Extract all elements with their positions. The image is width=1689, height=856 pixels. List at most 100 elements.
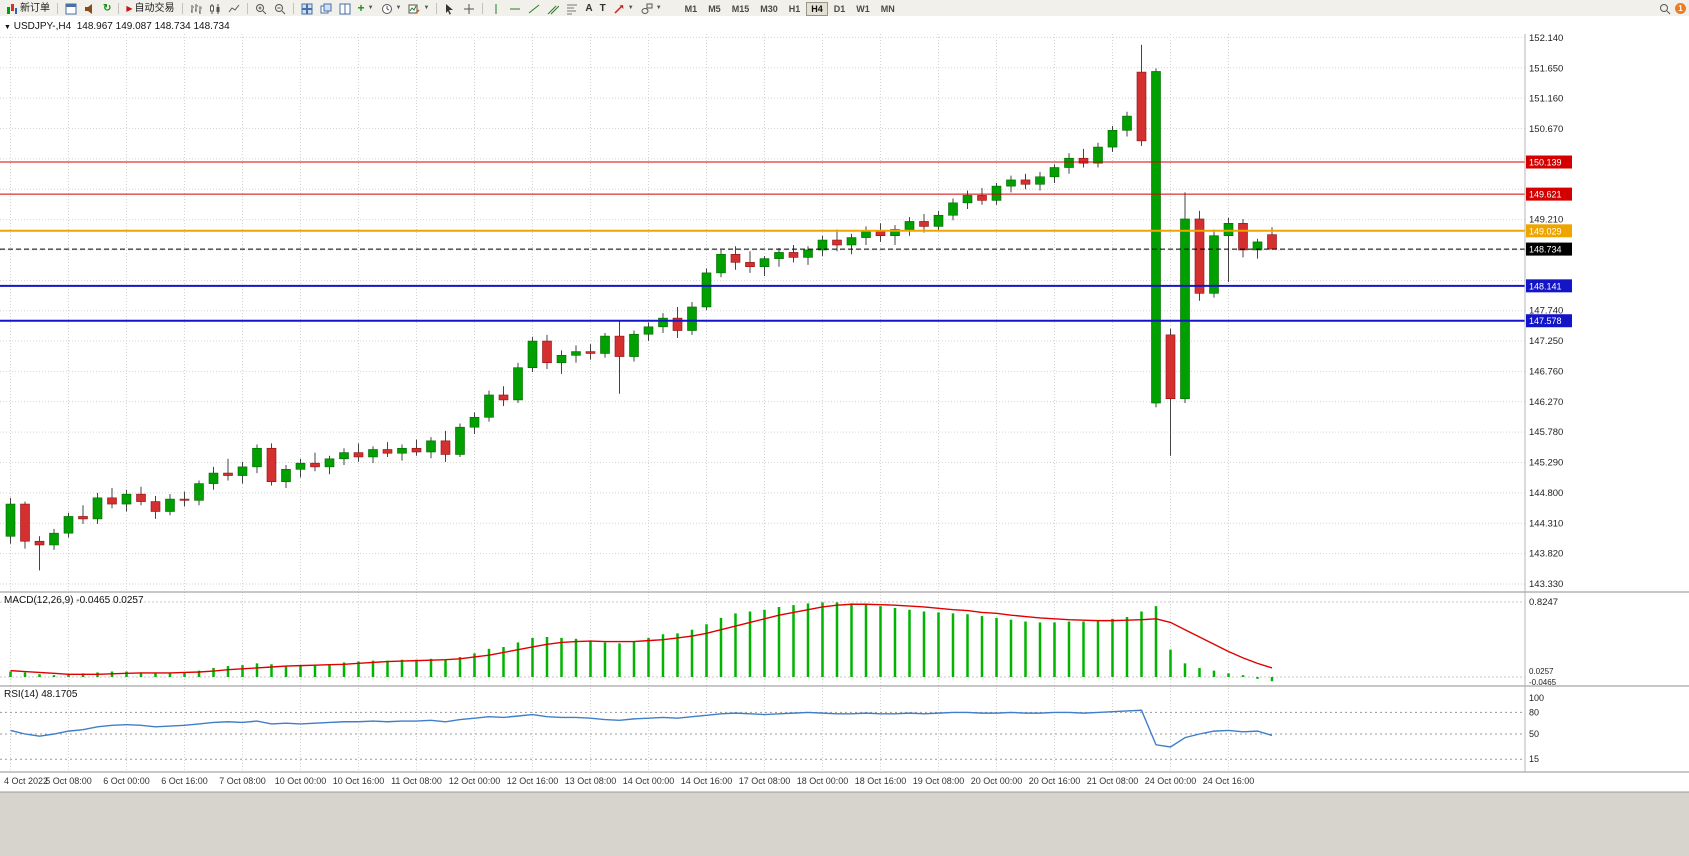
market-watch-icon	[65, 3, 77, 14]
zoom-in-icon	[255, 3, 266, 14]
search-icon	[1660, 3, 1671, 14]
timeframe-mn-button[interactable]: MN	[880, 3, 895, 14]
svg-text:100: 100	[1529, 693, 1544, 703]
horizontal-line-tool[interactable]	[506, 1, 524, 16]
chart-bars-button[interactable]	[187, 1, 205, 16]
svg-text:20 Oct 16:00: 20 Oct 16:00	[1029, 776, 1081, 786]
svg-text:147.250: 147.250	[1529, 336, 1563, 347]
rsi-indicator-label: RSI(14) 48.1705	[4, 689, 78, 700]
svg-text:149.210: 149.210	[1529, 215, 1563, 226]
svg-text:20 Oct 00:00: 20 Oct 00:00	[971, 776, 1023, 786]
label-tool[interactable]: T	[597, 1, 609, 16]
tile-windows-icon	[301, 3, 313, 14]
channel-icon	[548, 5, 560, 14]
toolbar-separator	[436, 3, 438, 14]
arrange-windows-button[interactable]	[336, 1, 354, 16]
fibonacci-icon	[567, 4, 578, 14]
auto-trading-button[interactable]: ▶ 自动交易	[123, 1, 177, 16]
add-indicator-button[interactable]: + ▼	[355, 1, 377, 16]
shapes-icon	[641, 3, 653, 14]
svg-text:5 Oct 08:00: 5 Oct 08:00	[45, 776, 92, 786]
market-watch-button[interactable]	[62, 1, 80, 16]
chart-window[interactable]: 4 Oct 2022 5 Oct 08:00 6 Oct 00:00 6 Oct 16…	[0, 16, 1689, 856]
ohlc-values: 148.967 149.087 148.734 148.734	[76, 21, 230, 32]
svg-text:6 Oct 00:00: 6 Oct 00:00	[103, 776, 150, 786]
navigator-button[interactable]: ↻	[100, 1, 114, 16]
timeframe-m30-button[interactable]: M30	[760, 3, 778, 14]
zoom-out-button[interactable]	[271, 1, 289, 16]
svg-text:10 Oct 00:00: 10 Oct 00:00	[275, 776, 327, 786]
tile-windows-button[interactable]	[298, 1, 316, 16]
symbol-period-label: USDJPY-,H4	[13, 21, 72, 32]
svg-text:145.780: 145.780	[1529, 427, 1563, 438]
refresh-icon: ↻	[103, 3, 112, 14]
chart-line-button[interactable]	[225, 1, 243, 16]
vertical-line-tool[interactable]	[487, 1, 505, 16]
timeframe-m15-button[interactable]: M15	[731, 3, 750, 14]
shapes-tool[interactable]: ▼	[638, 1, 665, 16]
cascade-windows-icon	[320, 3, 332, 13]
svg-text:146.760: 146.760	[1529, 366, 1563, 377]
text-tool[interactable]: A	[582, 1, 595, 16]
collapse-icon[interactable]: ▼	[4, 24, 11, 31]
trendline-tool[interactable]	[525, 1, 543, 16]
new-order-label: 新订单	[20, 3, 50, 14]
svg-text:150.139: 150.139	[1529, 158, 1562, 168]
chart-header[interactable]: ▼ USDJPY-,H4 148.967 149.087 148.734 148…	[4, 21, 230, 32]
timeframe-m5-button[interactable]: M5	[708, 3, 721, 14]
timeframe-d1-button[interactable]: D1	[833, 3, 846, 14]
period-button[interactable]: ▼	[378, 1, 405, 16]
template-icon	[408, 4, 420, 14]
channel-tool[interactable]	[544, 1, 562, 16]
zoom-out-icon	[274, 3, 285, 14]
svg-text:152.140: 152.140	[1529, 33, 1563, 44]
alerts-button[interactable]	[81, 1, 99, 16]
auto-trading-icon: ▶	[126, 4, 133, 13]
svg-text:13 Oct 08:00: 13 Oct 08:00	[565, 776, 617, 786]
toolbar-separator	[118, 3, 120, 14]
timeframe-m1-button[interactable]: M1	[684, 3, 698, 14]
toolbar-separator	[57, 3, 58, 14]
fibonacci-tool[interactable]	[563, 1, 581, 16]
zoom-in-button[interactable]	[252, 1, 270, 16]
vertical-line-icon	[495, 3, 497, 14]
toolbar-separator	[292, 3, 294, 14]
speaker-icon	[85, 3, 92, 14]
dropdown-arrow-icon: ▼	[627, 5, 634, 11]
notification-badge[interactable]: 1	[1675, 3, 1686, 14]
toolbar-separator	[482, 3, 484, 14]
arrows-tool[interactable]: ▼	[610, 1, 637, 16]
new-order-button[interactable]: 新订单	[3, 1, 53, 16]
main-toolbar: 新订单 ↻ ▶ 自动交易	[0, 0, 1689, 17]
dropdown-arrow-icon: ▼	[395, 5, 402, 11]
svg-text:7 Oct 08:00: 7 Oct 08:00	[219, 776, 266, 786]
toolbar-separator	[181, 3, 183, 14]
bar-chart-icon	[190, 3, 202, 14]
cascade-windows-button[interactable]	[317, 1, 335, 16]
candlestick-icon	[209, 3, 220, 14]
svg-text:17 Oct 08:00: 17 Oct 08:00	[739, 776, 791, 786]
svg-text:12 Oct 16:00: 12 Oct 16:00	[507, 776, 559, 786]
clock-icon	[381, 3, 392, 14]
svg-text:144.310: 144.310	[1529, 518, 1563, 529]
svg-text:19 Oct 08:00: 19 Oct 08:00	[913, 776, 965, 786]
search-button[interactable]	[1656, 1, 1674, 16]
svg-text:148.141: 148.141	[1529, 281, 1562, 291]
svg-text:145.290: 145.290	[1529, 458, 1563, 469]
template-button[interactable]: ▼	[405, 1, 432, 16]
timeframe-w1-button[interactable]: W1	[856, 3, 870, 14]
chart-candles-button[interactable]	[206, 1, 224, 16]
svg-text:-0.0465: -0.0465	[1529, 678, 1557, 687]
toolbar-separator	[246, 3, 248, 14]
svg-text:143.330: 143.330	[1529, 579, 1563, 590]
timeframe-h1-button[interactable]: H1	[788, 3, 801, 14]
auto-trading-label: 自动交易	[134, 3, 175, 14]
crosshair-button[interactable]	[460, 1, 478, 16]
plus-icon: +	[357, 1, 365, 15]
cursor-button[interactable]	[441, 1, 459, 16]
arrow-tool-icon	[614, 4, 624, 14]
crosshair-icon	[464, 3, 475, 14]
svg-text:10 Oct 16:00: 10 Oct 16:00	[333, 776, 385, 786]
timeframe-h4-button[interactable]: H4	[806, 1, 828, 16]
